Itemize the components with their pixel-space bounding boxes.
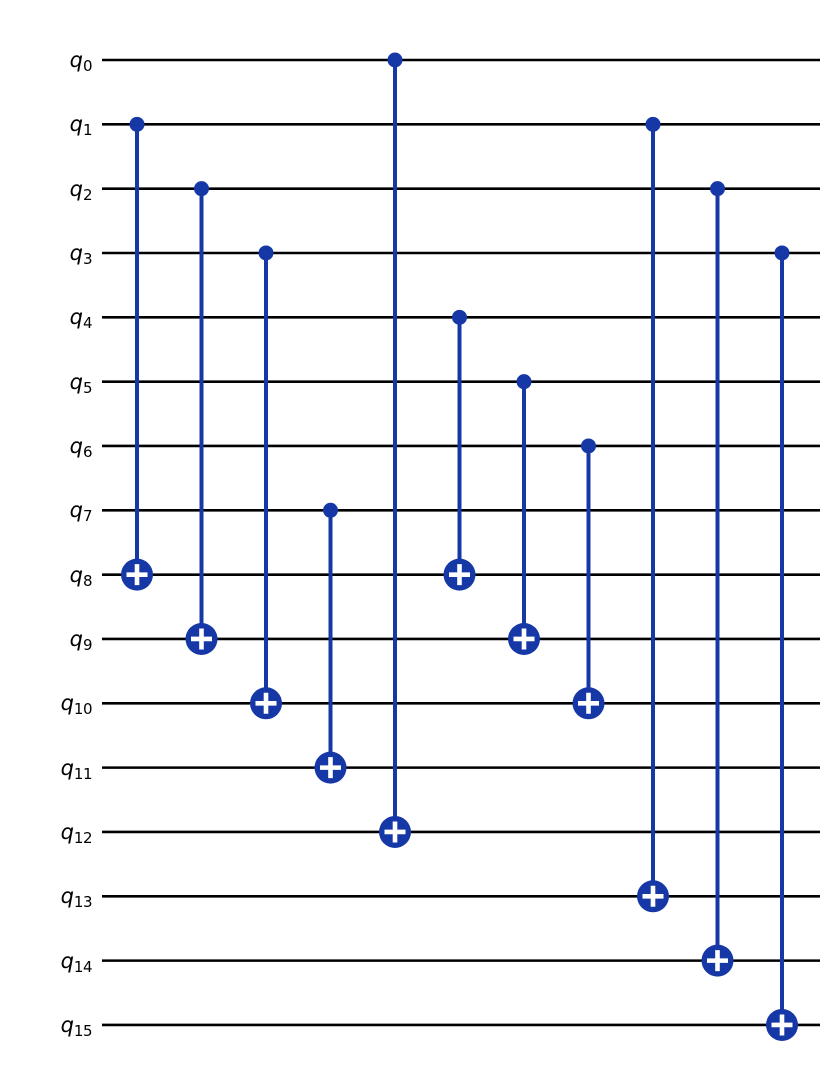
cx-gate-q5-q9 [508, 374, 540, 655]
qubit-label-index: 15 [73, 1021, 93, 1040]
control-dot [645, 116, 661, 132]
cx-gate-q0-q12 [379, 52, 411, 848]
plus-icon [707, 950, 728, 972]
qubit-label-q9: q9 [0, 625, 93, 654]
qubit-label-base: q [60, 948, 74, 973]
qubit-label-index: 9 [82, 635, 93, 654]
qubit-label-q0: q0 [0, 46, 93, 75]
qubit-label-index: 6 [82, 442, 93, 461]
qubit-label-base: q [69, 48, 83, 72]
cx-gate-q6-q10 [572, 438, 605, 720]
qubit-label-index: 7 [82, 507, 93, 526]
qubit-label-index: 5 [82, 378, 93, 397]
qubit-label-base: q [69, 305, 83, 330]
plus-icon [513, 628, 535, 650]
qubit-label-index: 2 [82, 185, 93, 204]
qubit-label-q8: q8 [0, 561, 93, 590]
plus-icon [384, 821, 406, 843]
plus-icon [126, 564, 148, 586]
qubit-label-base: q [69, 433, 83, 458]
control-dot [710, 181, 725, 197]
plus-icon [191, 628, 212, 650]
qubit-label-base: q [60, 755, 74, 780]
qubit-label-index: 4 [82, 314, 93, 333]
qubit-label-index: 11 [73, 764, 93, 783]
cx-gate-q2-q14 [701, 181, 734, 977]
qubit-label-index: 12 [73, 828, 93, 847]
cx-gate-q3-q15 [766, 245, 798, 1041]
qubit-label-index: 14 [73, 957, 93, 976]
qubit-label-base: q [69, 240, 83, 265]
qubit-label-base: q [69, 498, 83, 523]
plus-icon [771, 1014, 793, 1036]
qubit-label-q6: q6 [0, 432, 93, 461]
qubit-label-base: q [69, 626, 83, 651]
control-dot [581, 438, 596, 454]
qubit-label-q5: q5 [0, 368, 93, 397]
qubit-label-base: q [60, 1012, 74, 1037]
qubit-label-index: 8 [82, 571, 93, 590]
qubit-label-q1: q1 [0, 110, 93, 140]
cx-gate-q7-q11 [314, 502, 347, 784]
qubit-label-base: q [60, 884, 74, 909]
cx-gate-q3-q10 [250, 245, 282, 720]
qubit-label-base: q [69, 176, 83, 201]
qubit-label-q7: q7 [0, 496, 93, 526]
control-dot [387, 52, 403, 68]
qubit-label-q2: q2 [0, 175, 93, 204]
control-dot [258, 245, 274, 261]
plus-icon [642, 885, 664, 907]
qubit-label-base: q [60, 819, 74, 844]
qubit-label-index: 1 [82, 121, 93, 140]
qubit-label-q4: q4 [0, 303, 93, 333]
cx-gate-q1-q13 [637, 116, 669, 913]
qubit-label-q11: q11 [0, 754, 93, 783]
qubit-label-index: 10 [73, 700, 93, 719]
control-dot [194, 181, 209, 197]
qubit-label-q12: q12 [0, 818, 93, 847]
qubit-label-base: q [69, 562, 83, 587]
qubit-label-base: q [60, 691, 74, 716]
qubit-label-q15: q15 [0, 1011, 93, 1040]
control-dot [516, 374, 532, 390]
plus-icon [449, 564, 470, 586]
qubit-label-q10: q10 [0, 689, 93, 719]
qubit-label-q14: q14 [0, 947, 93, 976]
qubit-label-q3: q3 [0, 239, 93, 268]
qubit-label-index: 3 [82, 249, 93, 268]
qubit-label-index: 0 [82, 56, 93, 75]
qubit-label-index: 13 [73, 893, 93, 912]
control-dot [323, 502, 338, 518]
qubit-label-q13: q13 [0, 882, 93, 912]
cx-gate-q2-q9 [185, 181, 218, 655]
control-dot [452, 309, 467, 325]
control-dot [774, 245, 790, 261]
plus-icon [255, 692, 277, 714]
plus-icon [320, 757, 341, 779]
cx-gate-q1-q8 [121, 116, 153, 591]
plus-icon [578, 692, 599, 714]
qubit-label-base: q [69, 369, 83, 394]
cx-gate-q4-q8 [443, 309, 476, 591]
control-dot [129, 116, 145, 132]
qubit-label-base: q [69, 112, 83, 137]
